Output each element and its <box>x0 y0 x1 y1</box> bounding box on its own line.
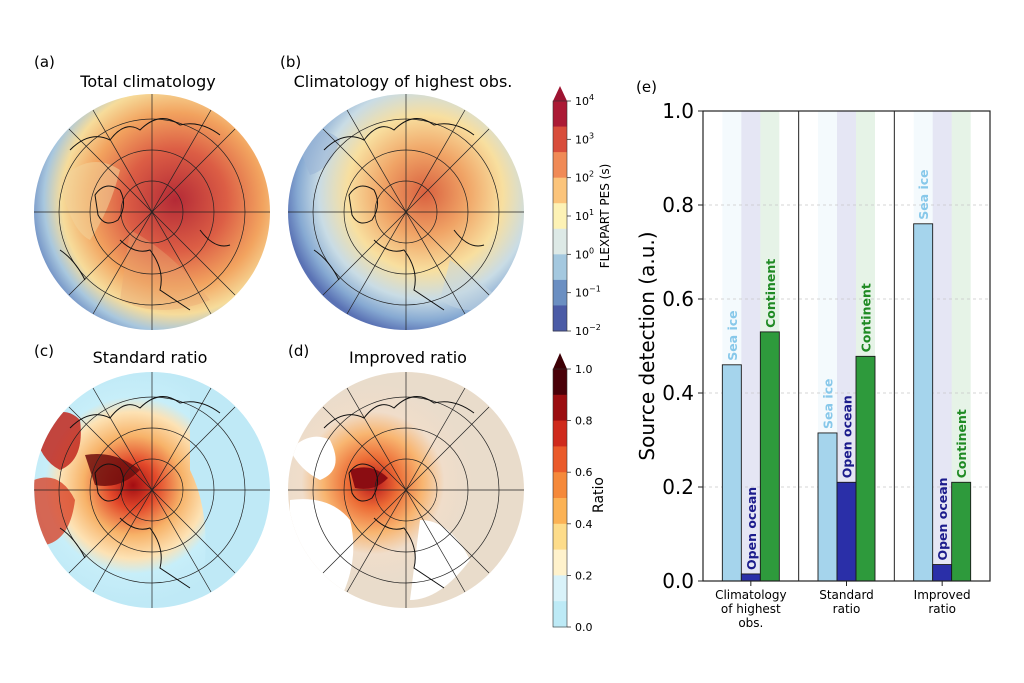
bar-background <box>951 111 971 581</box>
bar-series-label: Sea ice <box>916 169 931 219</box>
y-tick-label: 1.0 <box>662 99 694 123</box>
bar-chart-source-detection: Sea ice Open ocean Continent Climatologyof … <box>635 99 991 630</box>
x-tick-label: ratio <box>928 602 956 616</box>
colorbar-ratio-swatch <box>553 575 567 602</box>
panel-d-title: Improved ratio <box>349 348 467 367</box>
x-tick-label: of highest <box>721 602 781 616</box>
colorbar-ratio-tick-label: 0.2 <box>575 569 593 582</box>
colorbar-ratio-tick-label: 0.8 <box>575 415 593 428</box>
bar-series-label: Sea ice <box>821 378 836 428</box>
colorbar-pes-tick-label: 100 <box>575 246 594 261</box>
y-tick-label: 0.4 <box>662 381 694 405</box>
map-standard-ratio <box>34 372 270 608</box>
panel-c-tag: (c) <box>34 342 54 360</box>
colorbar-ratio-swatch <box>553 523 567 551</box>
y-tick-label: 0.8 <box>662 193 694 217</box>
bar-series-label: Open ocean <box>935 477 950 560</box>
bar-background <box>932 111 952 581</box>
colorbar-ratio-tick-label: 0.4 <box>575 518 593 531</box>
colorbar-pes-swatch <box>553 101 567 128</box>
colorbar-ratio-swatch <box>553 394 567 422</box>
map-total-climatology <box>34 94 270 330</box>
bar <box>740 573 761 582</box>
colorbar-pes-swatch <box>553 177 567 204</box>
colorbar-ratio-swatch <box>553 472 567 499</box>
colorbar-pes-swatch <box>553 203 567 230</box>
colorbar-pes-tick-label: 104 <box>575 93 594 108</box>
bar-background <box>837 111 856 581</box>
colorbar-pes-label: FLEXPART PES (s) <box>598 164 612 269</box>
colorbar-pes-extend-arrow <box>553 86 567 101</box>
x-tick-label: Standard <box>819 588 874 602</box>
bar-series-label: Continent <box>859 283 874 352</box>
coastlines <box>59 396 221 589</box>
map-climatology-highest-obs <box>288 94 524 330</box>
panel-d-tag: (d) <box>288 342 309 360</box>
bar-series-label: Continent <box>954 409 969 478</box>
x-tick-label: ratio <box>833 602 861 616</box>
colorbar-pes-swatch <box>553 228 567 255</box>
x-tick-label: Improved <box>914 588 971 602</box>
bar <box>951 481 972 582</box>
colorbar-pes-tick-label: 103 <box>575 131 594 146</box>
panel-a-tag: (a) <box>34 53 55 71</box>
colorbar-pes: 104 103 102 101 100 10−1 10−2 FLEXPART PES (s) <box>552 86 612 338</box>
colorbar-ratio-tick-label: 0.0 <box>575 621 593 634</box>
bar <box>913 223 934 582</box>
plot-frame <box>702 110 991 582</box>
panel-e-tag: (e) <box>636 78 657 96</box>
panel-a-title: Total climatology <box>79 72 215 91</box>
bar <box>759 331 780 582</box>
colorbar-ratio-extend-arrow <box>553 353 567 369</box>
colorbar-pes-tick-label: 10−1 <box>575 285 601 300</box>
y-axis-label: Source detection (a.u.) <box>635 231 659 460</box>
colorbar-pes-swatch <box>553 254 567 281</box>
panel-b-tag: (b) <box>280 53 301 71</box>
bar-series-label: Sea ice <box>725 310 740 360</box>
colorbar-ratio-label: Ratio <box>591 477 607 513</box>
y-tick-label: 0.0 <box>662 569 694 593</box>
bar-series-label: Continent <box>763 259 778 328</box>
bar <box>817 432 838 582</box>
y-tick-label: 0.2 <box>662 475 694 499</box>
x-tick-label: obs. <box>738 616 763 630</box>
colorbar-ratio-swatch <box>553 446 567 473</box>
panel-b-title: Climatology of highest obs. <box>294 72 513 91</box>
colorbar-ratio-tick-label: 1.0 <box>575 363 593 376</box>
coastlines <box>59 118 231 311</box>
bar-series-label: Open ocean <box>744 487 759 570</box>
colorbar-ratio-tick-label: 0.6 <box>575 466 593 479</box>
colorbar-ratio: 1.0 0.8 0.6 0.4 0.2 0.0 Ratio <box>552 353 607 634</box>
colorbar-pes-swatch <box>553 152 567 179</box>
colorbar-pes-swatch <box>553 305 567 332</box>
bar <box>932 564 953 582</box>
colorbar-pes-tick-label: 102 <box>575 170 594 185</box>
bar <box>855 355 876 582</box>
map-improved-ratio <box>288 372 524 608</box>
colorbar-pes-tick-label: 101 <box>575 208 594 223</box>
colorbar-ratio-swatch <box>553 601 567 628</box>
coastlines <box>323 396 475 589</box>
colorbar-ratio-swatch <box>553 420 567 447</box>
bar <box>721 364 742 582</box>
colorbar-pes-tick-label: 10−2 <box>575 323 601 338</box>
colorbar-ratio-swatch <box>553 549 567 576</box>
coastlines <box>313 118 485 311</box>
y-tick-label: 0.6 <box>662 287 694 311</box>
colorbar-ratio-swatch <box>553 498 567 525</box>
x-tick-label: Climatology <box>715 588 787 602</box>
bar-background <box>741 111 761 581</box>
colorbar-pes-swatch <box>553 126 567 153</box>
colorbar-ratio-swatch <box>553 369 567 396</box>
bar <box>836 481 857 582</box>
panel-c-title: Standard ratio <box>93 348 208 367</box>
colorbar-pes-swatch <box>553 279 567 306</box>
bar-series-label: Open ocean <box>840 395 855 478</box>
